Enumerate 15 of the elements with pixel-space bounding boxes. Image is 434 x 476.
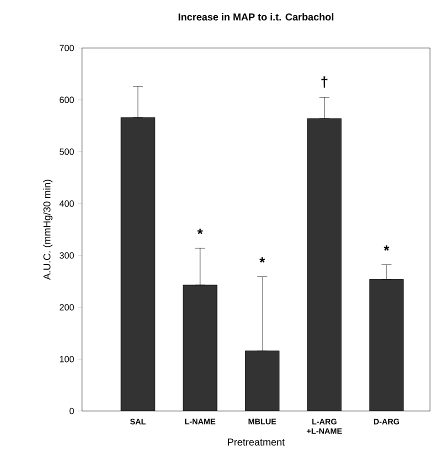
y-tick-label: 500 [60, 148, 74, 155]
annotation: * [259, 257, 265, 263]
y-tick-label: 100 [60, 356, 74, 362]
annotation: † [321, 76, 328, 88]
x-axis-title: Pretreatment [228, 438, 285, 446]
y-tick-label: 700 [60, 44, 74, 52]
y-tick-label: 300 [60, 252, 74, 259]
annotation: * [384, 245, 390, 251]
y-tick-label: 400 [59, 200, 74, 207]
y-tick-label: 0 [70, 408, 74, 414]
chart-title: Increase in MAP to i.t. Carbachol [178, 13, 334, 20]
annotation: * [197, 228, 203, 234]
y-axis-title: A.U.C. (mmHg/30 min) [43, 180, 52, 280]
y-tick-label: 600 [60, 96, 74, 104]
y-tick-label: 200 [60, 304, 74, 310]
